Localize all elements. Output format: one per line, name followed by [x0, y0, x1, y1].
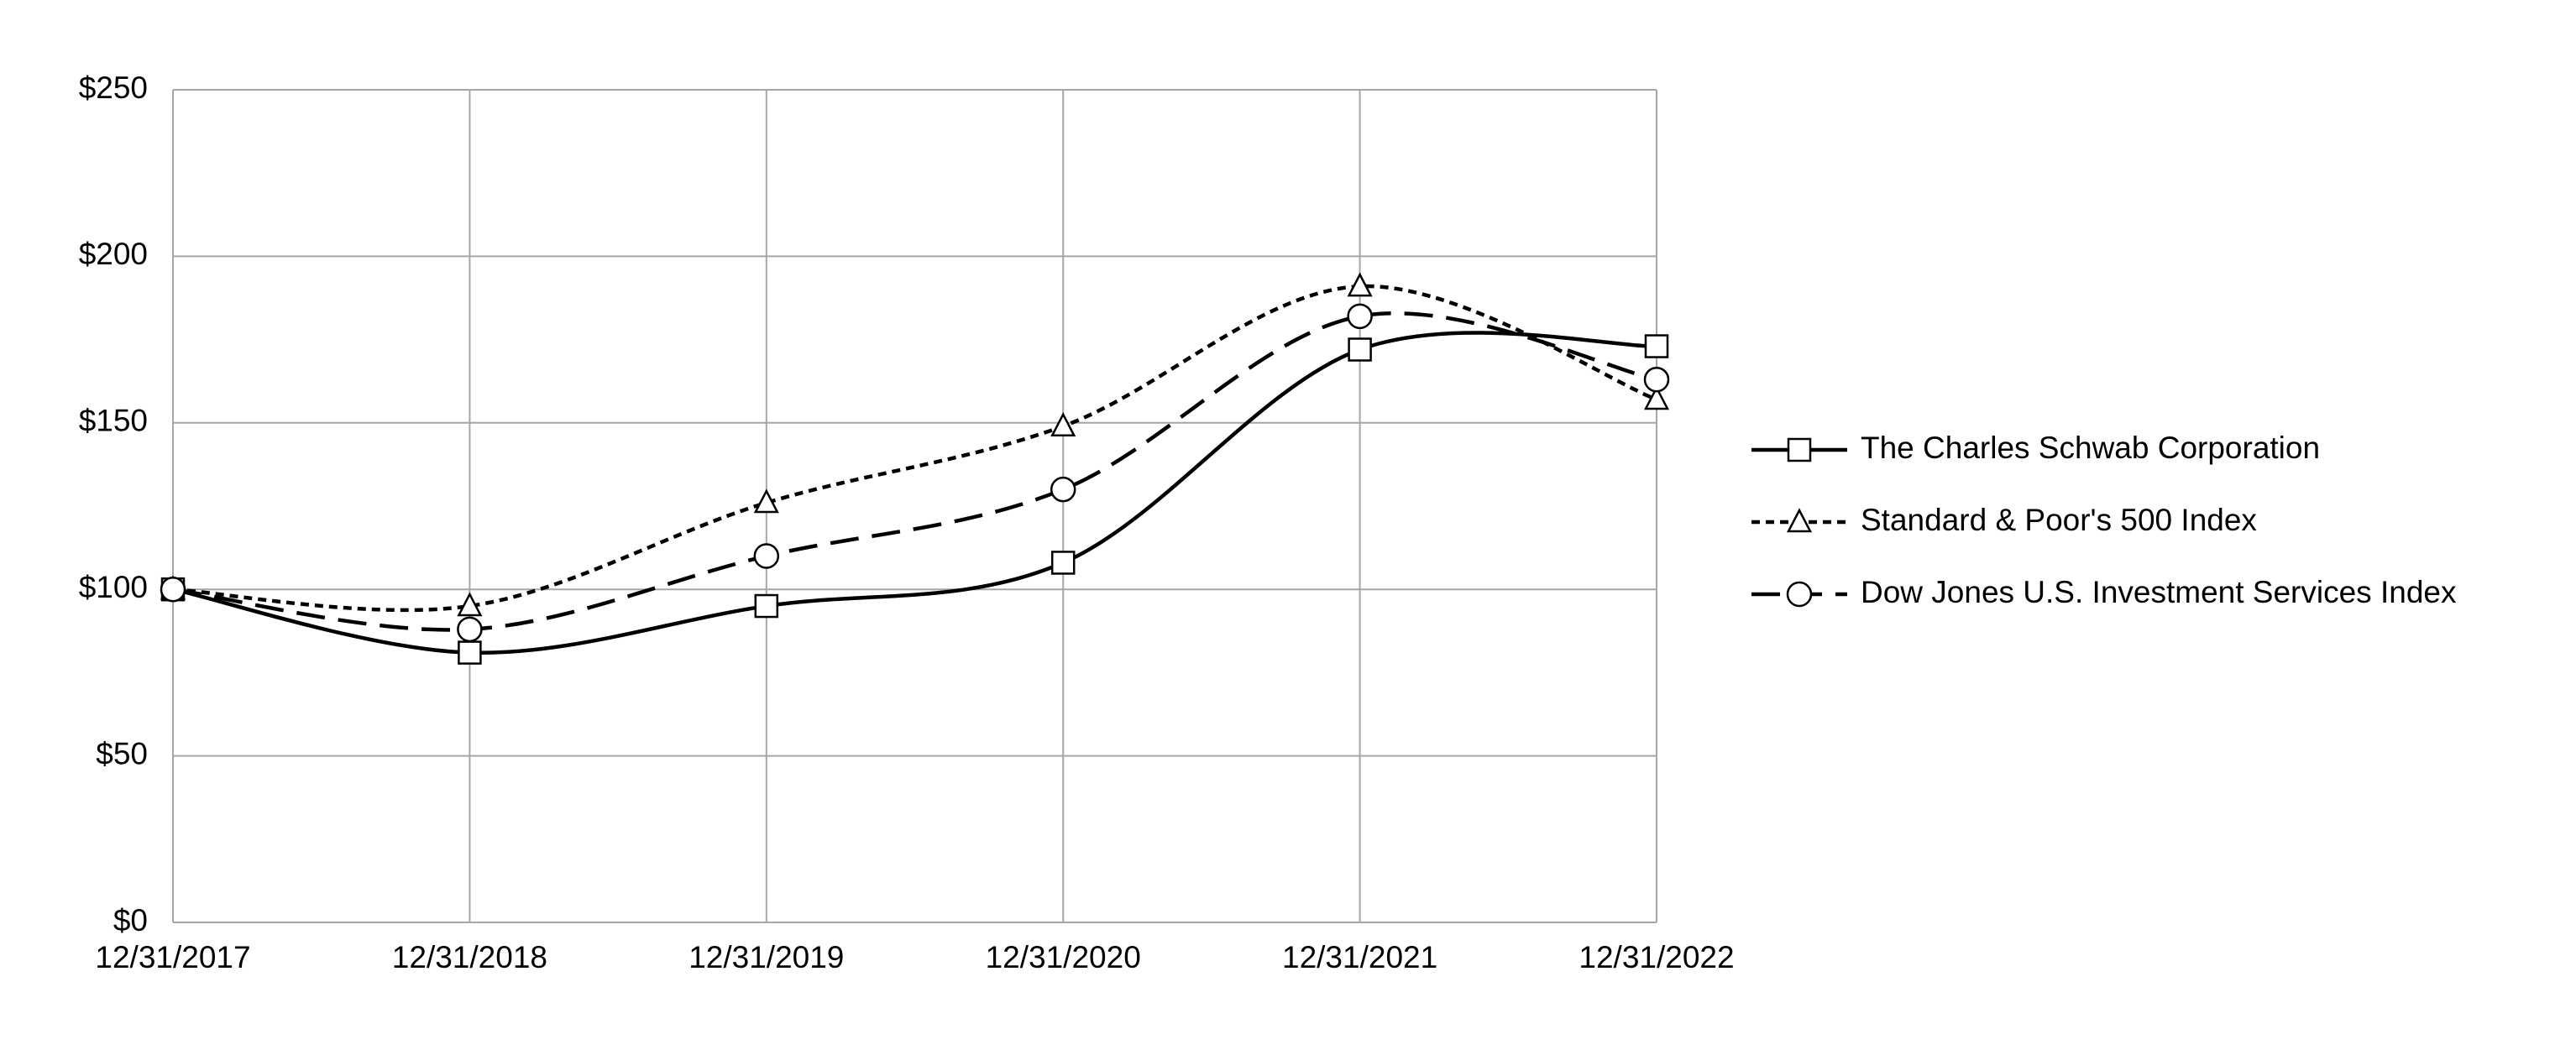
marker: [160, 576, 186, 603]
y-tick-label: $50: [96, 736, 148, 770]
y-tick-label: $150: [79, 404, 148, 438]
series-line: [172, 284, 1657, 613]
marker: [457, 616, 483, 643]
marker: [1644, 334, 1669, 358]
x-tick-label: 12/31/2021: [1282, 940, 1437, 974]
legend-label: Standard & Poor's 500 Index: [1861, 503, 2257, 537]
x-tick-label: 12/31/2020: [986, 940, 1141, 974]
series-line: [172, 311, 1657, 632]
y-tick-label: $200: [79, 237, 148, 271]
marker: [1347, 272, 1373, 297]
marker: [1348, 337, 1372, 362]
series-line: [172, 331, 1657, 655]
legend-marker: [1786, 508, 1813, 533]
marker: [1643, 385, 1670, 410]
y-tick-label: $250: [79, 71, 148, 105]
y-tick-label: $0: [113, 903, 148, 937]
marker: [457, 592, 483, 617]
marker: [1643, 366, 1670, 393]
x-tick-label: 12/31/2018: [392, 940, 547, 974]
x-tick-label: 12/31/2022: [1579, 940, 1734, 974]
marker: [1050, 476, 1076, 503]
marker: [753, 488, 779, 514]
marker: [1050, 412, 1076, 437]
legend-marker: [1786, 581, 1813, 608]
legend-label: The Charles Schwab Corporation: [1861, 431, 2320, 465]
y-tick-label: $100: [79, 570, 148, 604]
legend-marker: [1787, 437, 1812, 462]
marker: [1347, 303, 1373, 330]
x-tick-label: 12/31/2019: [689, 940, 844, 974]
legend-label: Dow Jones U.S. Investment Services Index: [1861, 575, 2457, 609]
marker: [1050, 551, 1076, 575]
x-tick-label: 12/31/2017: [95, 940, 250, 974]
marker: [753, 543, 780, 569]
marker: [458, 640, 482, 665]
marker: [754, 593, 779, 619]
